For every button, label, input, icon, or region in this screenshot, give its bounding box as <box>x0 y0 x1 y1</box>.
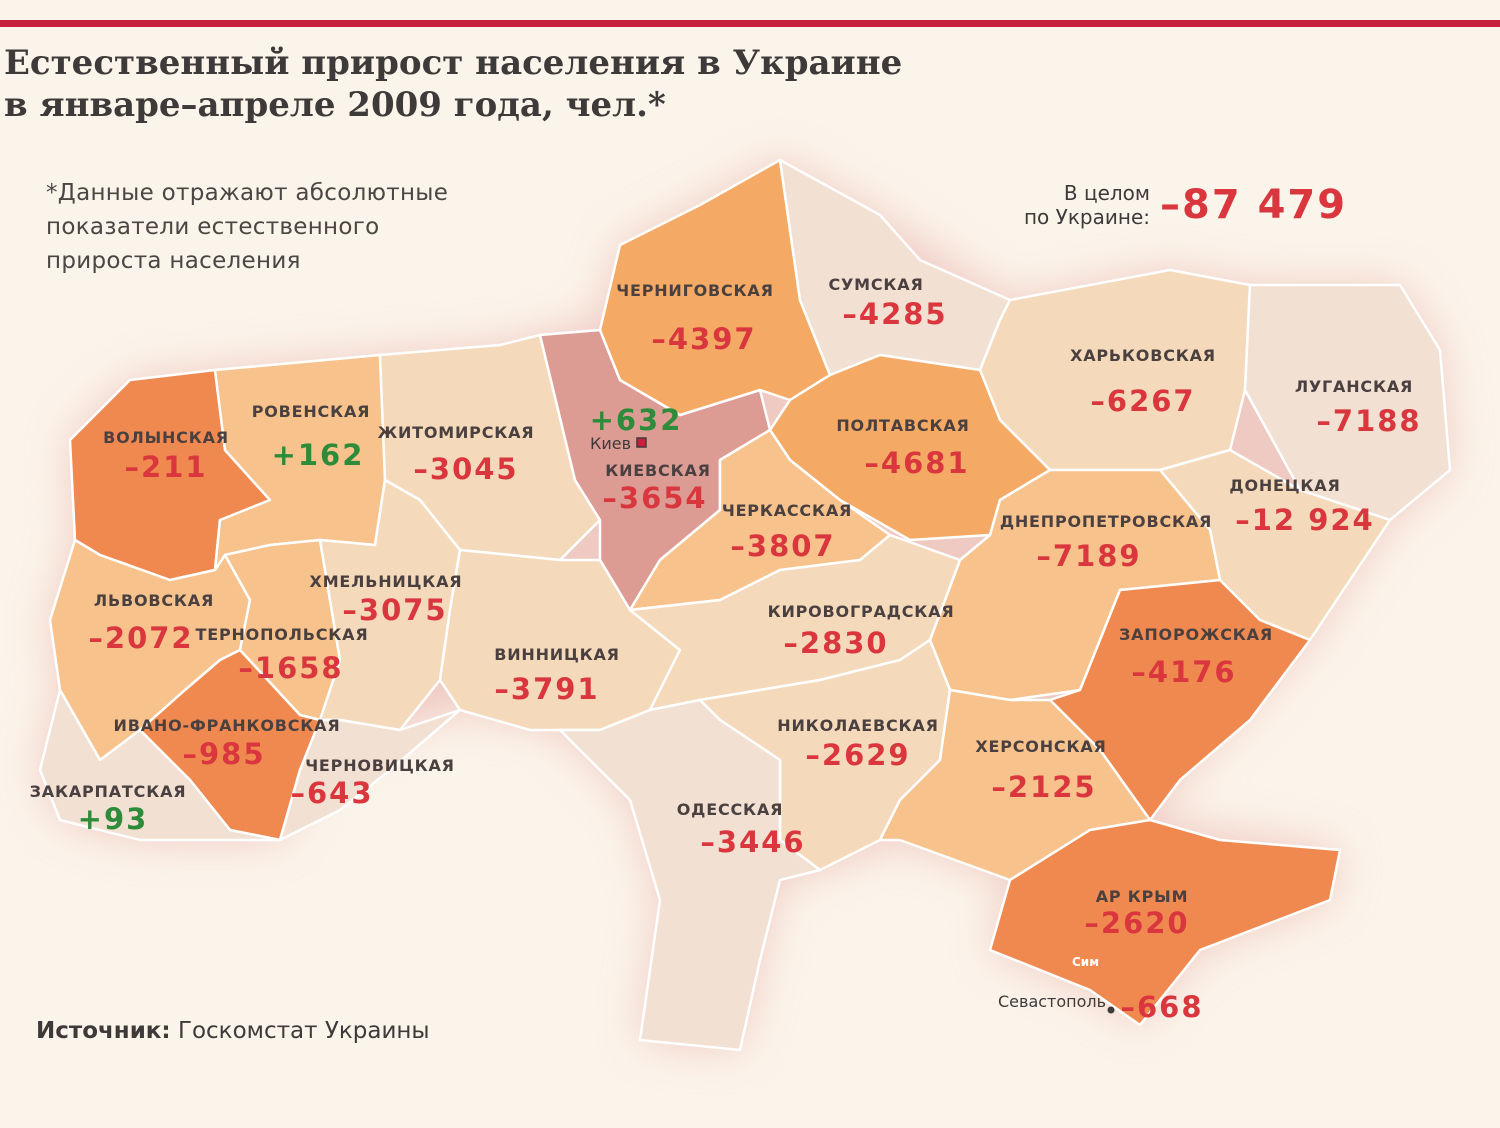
region-label-kharkivska: ХАРЬКОВСКАЯ <box>1070 346 1216 365</box>
region-label-mykolaivska: НИКОЛАЕВСКАЯ <box>777 716 939 735</box>
region-label-cherkaska: ЧЕРКАССКАЯ <box>721 501 853 520</box>
kyiv-marker <box>636 437 647 448</box>
sevastopol-marker <box>1107 1006 1115 1014</box>
region-value-lvivska: –2072 <box>88 621 194 655</box>
region-value-zhytomyrska: –3045 <box>413 452 519 486</box>
region-label-chernihivska: ЧЕРНИГОВСКАЯ <box>616 281 774 300</box>
total-label-line-1: В целом <box>1063 181 1150 205</box>
region-label-donetska: ДОНЕЦКАЯ <box>1229 476 1341 495</box>
source-label: Источник: <box>36 1018 171 1044</box>
region-label-luhanska: ЛУГАНСКАЯ <box>1294 377 1414 396</box>
region-label-zaporizka: ЗАПОРОЖСКАЯ <box>1119 625 1273 644</box>
source-text: Госкомстат Украины <box>177 1018 430 1044</box>
region-label-volynska: ВОЛЫНСКАЯ <box>103 428 229 447</box>
region-value-ternopilska: –1658 <box>238 651 344 685</box>
total-value: –87 479 <box>1160 182 1348 228</box>
total-label-line-2: по Украине: <box>1023 205 1150 229</box>
region-label-ternopilska: ТЕРНОПОЛЬСКАЯ <box>195 625 369 644</box>
region-shape-odeska <box>558 698 822 1052</box>
region-label-dnipropetrovska: ДНЕПРОПЕТРОВСКАЯ <box>999 512 1213 531</box>
region-value-sumska: –4285 <box>842 297 948 331</box>
region-value-mykolaivska: –2629 <box>805 738 911 772</box>
region-value-rivnenska: +162 <box>271 438 365 472</box>
region-value-chernihivska: –4397 <box>651 322 757 356</box>
region-label-ivanofrankivska: ИВАНО-ФРАНКОВСКАЯ <box>113 716 341 735</box>
region-value-zaporizka: –4176 <box>1131 655 1237 689</box>
region-label-khmelnytska: ХМЕЛЬНИЦКАЯ <box>309 572 463 591</box>
source-note: Источник: Госкомстат Украины <box>36 1018 430 1044</box>
region-value-khmelnytska: –3075 <box>342 593 448 627</box>
region-value-kirovohradska: –2830 <box>783 626 889 660</box>
region-value-volynska: –211 <box>124 450 208 484</box>
total-label: В целом по Украине: <box>1000 181 1150 229</box>
footnote-line-2: показатели естественного <box>46 214 380 240</box>
region-value-odeska: –3446 <box>700 825 806 859</box>
city-label-kyiv: Киев <box>590 434 632 453</box>
region-value-kharkivska: –6267 <box>1090 384 1196 418</box>
region-value-chernivetska: –643 <box>290 776 374 810</box>
region-value-poltavska: –4681 <box>864 446 970 480</box>
page-title: Естественный прирост населения в Украине… <box>4 42 984 126</box>
region-value-dnipropetrovska: –7189 <box>1036 539 1142 573</box>
city-label-sevastopol: Севастополь <box>998 992 1107 1011</box>
region-label-odeska: ОДЕССКАЯ <box>676 800 784 819</box>
region-shape-zakarpatska <box>38 688 282 842</box>
region-label-vinnytska: ВИННИЦКАЯ <box>494 645 620 664</box>
region-shape-krym <box>988 818 1342 1027</box>
region-shape-chernivetska <box>278 708 462 842</box>
region-label-sumska: СУМСКАЯ <box>828 275 924 294</box>
city-value-sevastopol: –668 <box>1120 990 1204 1024</box>
footnote: *Данные отражают абсолютные показатели е… <box>46 176 516 278</box>
region-label-zakarpatska: ЗАКАРПАТСКАЯ <box>29 782 187 801</box>
region-value-cherkaska: –3807 <box>730 529 836 563</box>
region-value-khersonska: –2125 <box>991 770 1097 804</box>
region-value-luhanska: –7188 <box>1316 404 1422 438</box>
region-label-kirovohradska: КИРОВОГРАДСКАЯ <box>767 602 955 621</box>
region-label-rivnenska: РОВЕНСКАЯ <box>251 402 371 421</box>
region-value-ivanofrankivska: –985 <box>182 737 266 771</box>
footnote-line-1: *Данные отражают абсолютные <box>46 180 449 206</box>
region-value-donetska: –12 924 <box>1235 503 1375 537</box>
region-value-krym: –2620 <box>1084 906 1190 940</box>
title-line-2: в январе–апреле 2009 года, чел.* <box>4 85 666 125</box>
regions-layer <box>38 158 1452 1052</box>
region-label-khersonska: ХЕРСОНСКАЯ <box>975 737 1107 756</box>
region-label-kyivska: КИЕВСКАЯ <box>605 461 711 480</box>
city-value-kyiv: +632 <box>589 403 683 437</box>
region-label-chernivetska: ЧЕРНОВИЦКАЯ <box>305 756 455 775</box>
top-accent-bar <box>0 20 1500 27</box>
region-label-poltavska: ПОЛТАВСКАЯ <box>836 416 970 435</box>
region-label-lvivska: ЛЬВОВСКАЯ <box>93 591 215 610</box>
footnote-line-3: прироста населения <box>46 248 301 274</box>
region-label-zhytomyrska: ЖИТОМИРСКАЯ <box>377 423 535 442</box>
region-value-kyivska: –3654 <box>602 481 708 515</box>
title-line-1: Естественный прирост населения в Украине <box>4 43 903 83</box>
region-label-krym: АР КРЫМ <box>1095 887 1189 906</box>
region-value-zakarpatska: +93 <box>77 802 149 836</box>
region-value-vinnytska: –3791 <box>494 672 600 706</box>
city-label-simferopol: Сим <box>1072 955 1100 969</box>
region-shape-luhanska <box>1243 283 1452 522</box>
